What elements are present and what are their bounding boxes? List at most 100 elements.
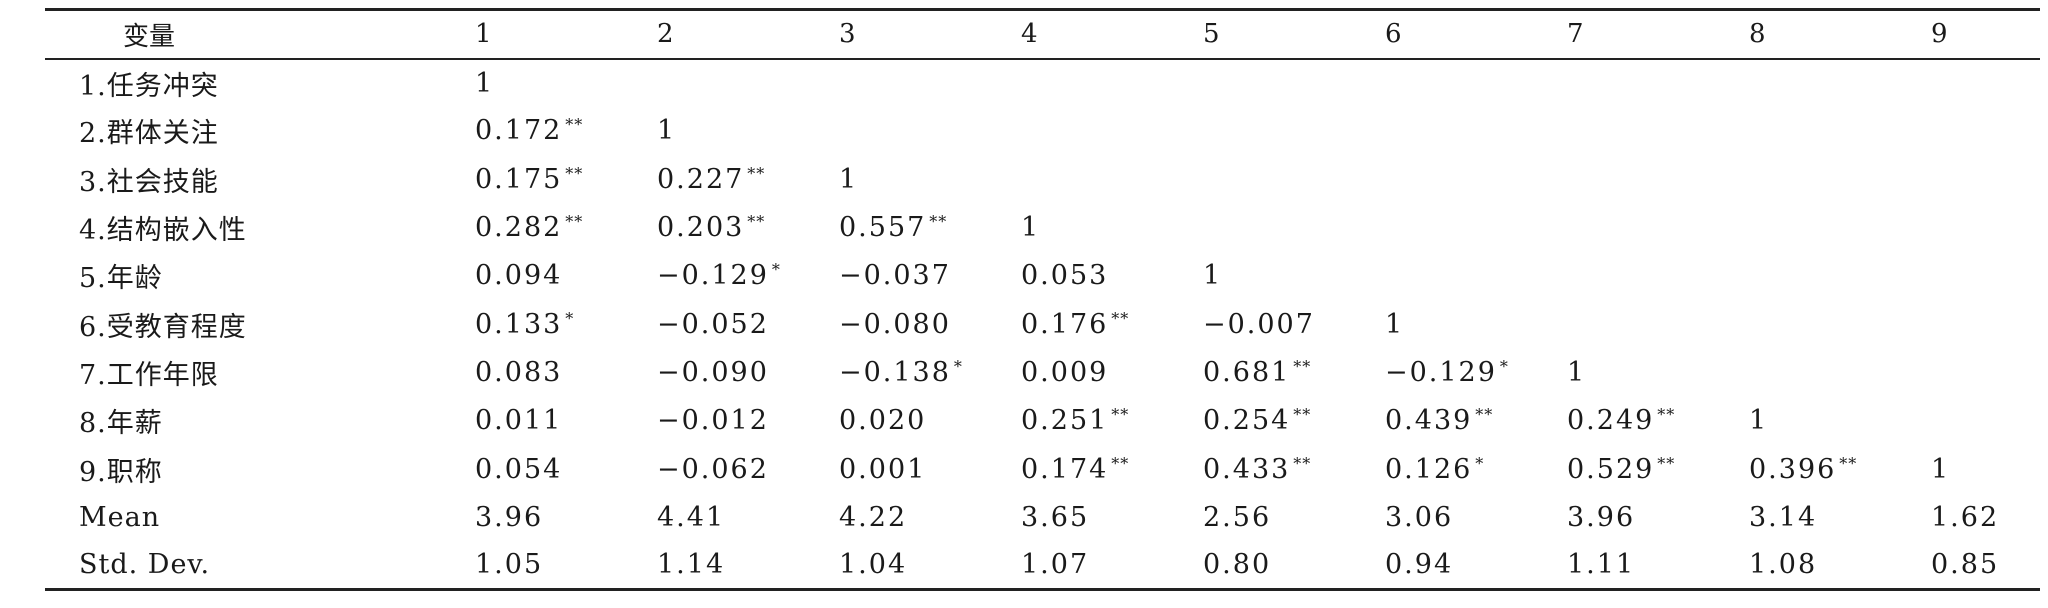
cell-value: −0.007	[1203, 308, 1315, 340]
table-cell	[1532, 155, 1714, 203]
significance-marker: **	[929, 212, 948, 232]
cell-value: 0.011	[475, 405, 563, 437]
table-cell	[1714, 59, 1896, 107]
cell-value: 3.65	[1021, 501, 1090, 533]
cell-value: 1	[475, 67, 495, 99]
cell-value: 1.08	[1749, 549, 1818, 581]
table-cell: 1.62	[1896, 493, 2040, 541]
table-cell: 0.282 **	[440, 203, 622, 251]
table-cell: 1	[1714, 397, 1896, 445]
cell-value: 1.14	[657, 549, 726, 581]
header-col-1: 1	[440, 8, 622, 60]
cell-value: 1	[1931, 453, 1951, 485]
table-cell	[1714, 300, 1896, 348]
cell-value: 0.053	[1021, 260, 1109, 292]
cell-value: −0.052	[657, 308, 769, 340]
table-cell: 0.001	[804, 445, 986, 493]
table-cell: 0.020	[804, 397, 986, 445]
table-cell: 0.009	[986, 348, 1168, 396]
header-col-6: 6	[1350, 8, 1532, 60]
table-cell: 0.396 **	[1714, 445, 1896, 493]
table-cell	[1532, 59, 1714, 107]
cell-value: −0.138	[839, 356, 951, 388]
table-row: 3.社会技能 0.175 ** 0.227 ** 1	[45, 155, 2040, 203]
cell-value: −0.129	[657, 260, 769, 292]
table-cell: 0.681 **	[1168, 348, 1350, 396]
table-cell	[1168, 107, 1350, 155]
header-col-9: 9	[1896, 8, 2040, 60]
table-cell: 0.249 **	[1532, 397, 1714, 445]
table-cell: 0.083	[440, 348, 622, 396]
cell-value: 3.96	[475, 501, 544, 533]
cell-value: 0.94	[1385, 549, 1454, 581]
cell-value: 0.083	[475, 356, 563, 388]
cell-value: 0.254	[1203, 405, 1291, 437]
cell-value: 0.174	[1021, 453, 1109, 485]
cell-value: 0.681	[1203, 356, 1291, 388]
table-cell	[1168, 59, 1350, 107]
cell-value: 0.249	[1567, 405, 1655, 437]
table-cell: −0.129 *	[622, 252, 804, 300]
header-variable: 变量	[45, 8, 440, 60]
cell-value: 1	[1567, 356, 1587, 388]
cell-value: −0.037	[839, 260, 951, 292]
table-cell: 0.175 **	[440, 155, 622, 203]
cell-value: 0.251	[1021, 405, 1109, 437]
table-row: 7.工作年限 0.083 −0.090 −0.138 * 0.009 0.681 ** −0.1…	[45, 348, 2040, 396]
table-cell: −0.129 *	[1350, 348, 1532, 396]
table-cell: 3.65	[986, 493, 1168, 541]
table-cell	[1350, 155, 1532, 203]
table-row: Std. Dev. 1.05 1.14 1.04 1.07 0.80 0.94 1.11 1.0…	[45, 541, 2040, 592]
cell-value: 1	[1385, 308, 1405, 340]
table-cell	[1896, 107, 2040, 155]
header-col-5: 5	[1168, 8, 1350, 60]
table-cell: 1	[1532, 348, 1714, 396]
table-cell	[986, 155, 1168, 203]
cell-value: 0.172	[475, 115, 563, 147]
table-cell	[1714, 203, 1896, 251]
table-cell: 0.94	[1350, 541, 1532, 592]
significance-marker: **	[1293, 453, 1312, 473]
table-cell	[804, 59, 986, 107]
table-cell: 0.439 **	[1350, 397, 1532, 445]
table-cell	[1350, 203, 1532, 251]
table-cell: 1	[622, 107, 804, 155]
significance-marker: **	[1111, 453, 1130, 473]
table-cell: 1.07	[986, 541, 1168, 592]
table-cell	[1168, 155, 1350, 203]
cell-value: 1	[657, 115, 677, 147]
table-cell: 1	[804, 155, 986, 203]
table-row: 5.年龄 0.094 −0.129 * −0.037 0.053 1	[45, 252, 2040, 300]
cell-value: 0.439	[1385, 405, 1473, 437]
significance-marker: **	[747, 163, 766, 183]
table-cell: −0.138 *	[804, 348, 986, 396]
significance-marker: **	[565, 212, 584, 232]
table-body: 1.任务冲突 1 2.群体关注 0.172 ** 1 3.社会技能 0.175 ** 0.227 *…	[45, 59, 2040, 592]
table-cell: 3.14	[1714, 493, 1896, 541]
cell-value: 0.203	[657, 212, 745, 244]
cell-value: 0.126	[1385, 453, 1473, 485]
cell-value: −0.012	[657, 405, 769, 437]
table-cell	[1896, 203, 2040, 251]
table-cell: 1	[1350, 300, 1532, 348]
significance-marker: *	[1499, 356, 1509, 376]
significance-marker: **	[1111, 308, 1130, 328]
table-cell	[1714, 155, 1896, 203]
cell-value: 0.094	[475, 260, 563, 292]
table-cell	[1168, 203, 1350, 251]
row-label: Mean	[79, 501, 161, 533]
table-row: 9.职称 0.054 −0.062 0.001 0.174 ** 0.433 ** 0.126 *…	[45, 445, 2040, 493]
cell-value: 1	[1749, 405, 1769, 437]
table-cell	[1714, 252, 1896, 300]
cell-value: −0.080	[839, 308, 951, 340]
row-label: 2.群体关注	[79, 118, 219, 150]
table-cell: 0.529 **	[1532, 445, 1714, 493]
table-cell: 1.08	[1714, 541, 1896, 592]
table-cell: 3.96	[1532, 493, 1714, 541]
cell-value: 0.85	[1931, 549, 2000, 581]
table-cell: 0.254 **	[1168, 397, 1350, 445]
table-header-row: 变量 1 2 3 4 5 6 7 8 9	[45, 8, 2040, 60]
table-cell: 0.126 *	[1350, 445, 1532, 493]
cell-value: 0.176	[1021, 308, 1109, 340]
cell-value: 3.06	[1385, 501, 1454, 533]
